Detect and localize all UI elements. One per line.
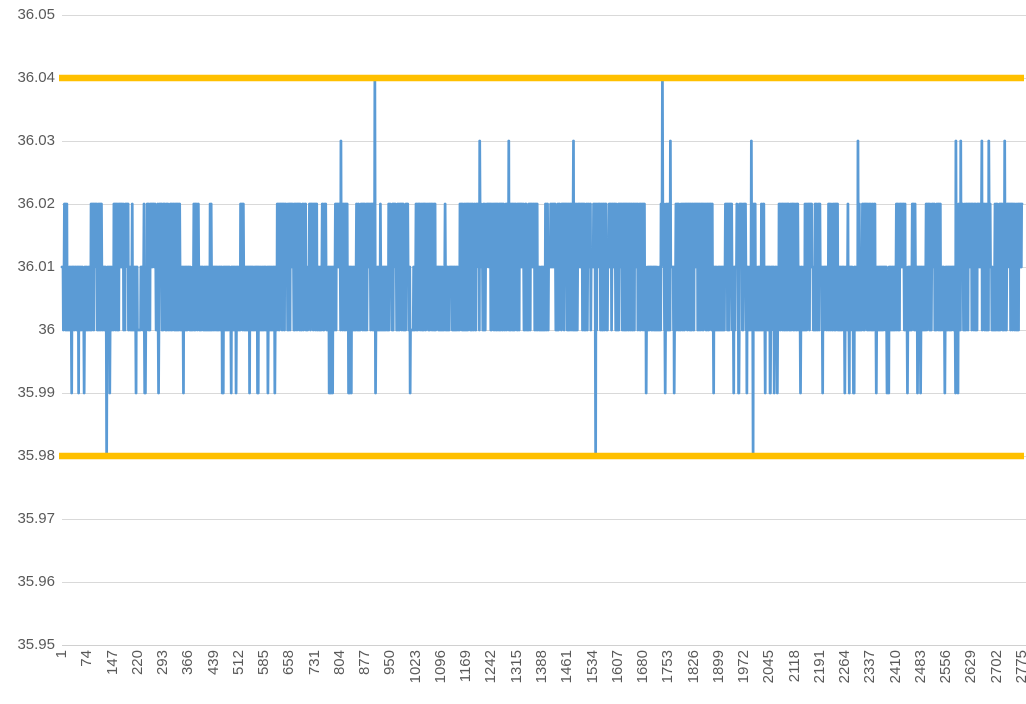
x-tick-label: 147 xyxy=(103,650,121,676)
x-tick-label: 1096 xyxy=(431,650,449,684)
x-tick-label: 1388 xyxy=(533,650,550,684)
x-tick-label: 1753 xyxy=(659,650,677,684)
x-tick-label: 585 xyxy=(255,650,273,676)
x-tick-label: 439 xyxy=(204,650,222,676)
x-tick-label: 2483 xyxy=(911,650,929,684)
y-tick-label: 36.05 xyxy=(17,5,55,23)
y-tick-label: 36.01 xyxy=(17,257,55,275)
x-tick-label: 1169 xyxy=(457,650,475,683)
x-tick-label: 2556 xyxy=(937,650,955,684)
x-tick-label: 1899 xyxy=(709,650,727,684)
y-tick-label: 36.02 xyxy=(17,194,55,212)
x-tick-label: 804 xyxy=(330,650,348,676)
x-tick-label: 293 xyxy=(154,650,172,676)
x-tick-label: 2629 xyxy=(962,650,980,684)
x-tick-label: 1315 xyxy=(507,650,525,684)
x-tick-label: 731 xyxy=(305,650,323,676)
x-tick-label: 877 xyxy=(356,650,374,676)
y-tick-label: 36 xyxy=(38,320,55,338)
y-tick-label: 36.04 xyxy=(17,68,55,86)
x-tick-label: 1461 xyxy=(558,650,576,684)
x-tick-label: 2702 xyxy=(987,650,1005,684)
x-tick-label: 1 xyxy=(53,650,70,659)
y-tick-label: 35.95 xyxy=(17,635,55,653)
limit-lines xyxy=(59,74,1024,460)
y-tick-label: 35.99 xyxy=(17,383,55,401)
x-tick-label: 2118 xyxy=(785,650,803,683)
y-tick-label: 35.98 xyxy=(17,446,55,464)
x-tick-label: 74 xyxy=(78,650,96,667)
x-tick-label: 2337 xyxy=(861,650,879,684)
x-tick-label: 220 xyxy=(128,650,146,676)
x-tick-label: 658 xyxy=(280,650,298,676)
x-tick-label: 2191 xyxy=(810,650,828,684)
x-tick-label: 366 xyxy=(179,650,197,676)
x-tick-label: 512 xyxy=(229,650,247,676)
x-tick-label: 950 xyxy=(381,650,399,676)
y-tick-label: 35.97 xyxy=(17,509,55,527)
x-tick-label: 1972 xyxy=(735,650,753,684)
y-tick-label: 36.03 xyxy=(17,131,55,149)
x-tick-label: 1534 xyxy=(583,650,601,684)
x-tick-label: 1680 xyxy=(634,650,652,684)
x-tick-label: 1607 xyxy=(608,650,626,684)
x-tick-label: 1023 xyxy=(406,650,424,684)
x-tick-label: 2410 xyxy=(886,650,904,684)
x-tick-label: 2775 xyxy=(1013,650,1026,684)
x-tick-label: 2264 xyxy=(836,650,854,684)
data-series xyxy=(60,76,1024,458)
x-tick-label: 1826 xyxy=(684,650,702,684)
data-series-line xyxy=(60,76,1024,458)
x-tick-label: 1242 xyxy=(482,650,500,684)
x-tick-label: 2045 xyxy=(760,650,778,684)
y-tick-label: 35.96 xyxy=(17,572,55,590)
